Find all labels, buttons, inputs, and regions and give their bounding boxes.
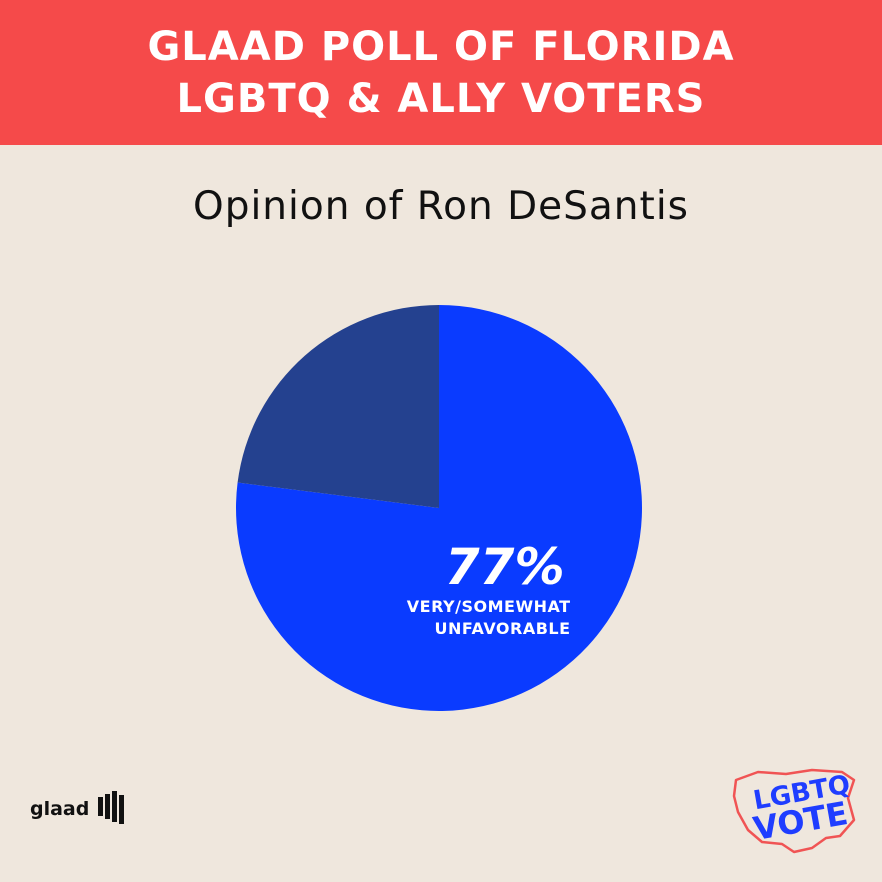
pie-slice-0 [236, 305, 643, 711]
chart-title: Opinion of Ron DeSantis [193, 184, 689, 229]
header-line-2: LGBTQ & ALLY VOTERS [176, 75, 706, 122]
glaad-logo: glaad [30, 788, 137, 830]
header-line-1: GLAAD POLL OF FLORIDA [147, 23, 735, 70]
pie-labels: 77%VERY/SOMEWHAT UNFAVORABLE [407, 538, 571, 638]
lgbtq-vote-logo: LGBTQ VOTE [728, 760, 863, 860]
pie-slice-1 [237, 305, 439, 508]
pie-slice-value-label: 77% [445, 538, 565, 596]
pie-slice-category-label: VERY/SOMEWHAT [407, 597, 571, 616]
glaad-mark-icon [98, 791, 125, 824]
glaad-logo-text: glaad [30, 798, 90, 820]
header-banner: GLAAD POLL OF FLORIDA LGBTQ & ALLY VOTER… [0, 0, 882, 145]
usa-map-outline-icon [732, 768, 856, 854]
pie-slices [236, 305, 643, 711]
pie-slice-category-label: UNFAVORABLE [435, 619, 571, 638]
